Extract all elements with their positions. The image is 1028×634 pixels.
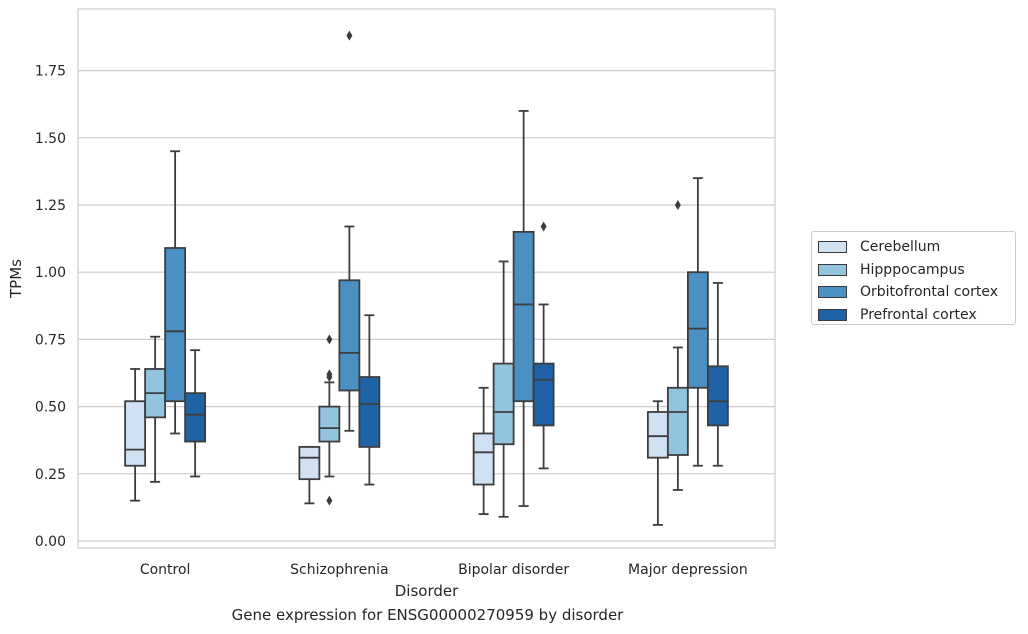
outlier-point <box>540 221 547 232</box>
x-tick-label: Major depression <box>628 562 748 578</box>
outlier-point <box>346 30 353 41</box>
box-body <box>532 362 555 427</box>
y-tick-label: 0.50 <box>35 400 66 416</box>
box-prefrontal-cortex <box>184 349 207 478</box>
legend-label-cerebellum: Cerebellum <box>860 239 941 256</box>
legend-item-cerebellum: Cerebellum <box>818 236 1015 259</box>
legend-label-hippocampus: Hipppocampus <box>860 261 965 278</box>
outlier-point <box>326 495 333 506</box>
y-axis-label: TPMs <box>7 259 25 299</box>
box-body <box>666 386 689 456</box>
outlier-point <box>326 372 333 383</box>
chart-caption: Gene expression for ENSG00000270959 by d… <box>231 606 624 624</box>
legend-swatch-cerebellum <box>818 241 847 254</box>
outlier-point <box>674 200 681 210</box>
box-body <box>492 362 515 446</box>
box-body <box>124 400 147 467</box>
box-cerebellum <box>298 446 321 505</box>
box-orbitofrontal-cortex <box>686 177 709 467</box>
box-hipppocampus <box>666 200 689 491</box>
boxes <box>124 30 729 526</box>
box-cerebellum <box>646 400 669 526</box>
plot-frame <box>77 8 776 549</box>
legend-swatch-hippocampus <box>818 263 847 276</box>
legend-swatch-orbitofrontal <box>818 286 847 299</box>
legend-item-prefrontal: Prefrontal cortex <box>818 304 1015 327</box>
box-hipppocampus <box>144 335 167 483</box>
box-body <box>318 405 341 443</box>
box-orbitofrontal-cortex <box>512 110 535 507</box>
box-prefrontal-cortex <box>358 314 381 486</box>
box-cerebellum <box>124 368 147 502</box>
box-cerebellum <box>472 386 495 516</box>
y-tick-label: 1.75 <box>35 64 66 80</box>
legend-label-prefrontal: Prefrontal cortex <box>860 306 977 323</box>
box-hipppocampus <box>318 334 341 506</box>
outlier-point <box>326 334 333 345</box>
box-prefrontal-cortex <box>706 282 729 467</box>
box-body <box>298 446 321 481</box>
box-body <box>646 411 669 459</box>
box-body <box>184 392 207 443</box>
box-body <box>686 271 709 389</box>
box-orbitofrontal-cortex <box>338 30 361 432</box>
box-body <box>706 365 729 427</box>
x-tick-labels: Control Schizophrenia Bipolar disorder Majo… <box>140 562 748 578</box>
box-body <box>472 432 495 486</box>
y-tick-label: 1.25 <box>35 198 66 214</box>
y-tick-label: 1.50 <box>35 131 66 147</box>
box-hipppocampus <box>492 260 515 518</box>
legend-swatch-prefrontal <box>818 308 847 321</box>
box-prefrontal-cortex <box>532 221 555 470</box>
y-tick-label: 0.75 <box>35 332 66 348</box>
legend-item-hippocampus: Hipppocampus <box>818 259 1015 282</box>
y-tick-label: 0.00 <box>35 534 66 550</box>
box-body <box>164 247 187 403</box>
y-tick-labels: 0.00 0.25 0.50 0.75 1.00 1.25 1.50 1.75 <box>35 64 66 550</box>
box-body <box>338 279 361 392</box>
legend: Cerebellum Hipppocampus Orbitofrontal co… <box>811 231 1016 325</box>
x-tick-label: Schizophrenia <box>290 562 388 578</box>
x-tick-label: Control <box>140 562 191 578</box>
x-axis-label: Disorder <box>395 582 459 600</box>
box-body <box>512 230 535 403</box>
x-tick-label: Bipolar disorder <box>458 562 569 578</box>
box-body <box>358 376 381 448</box>
box-orbitofrontal-cortex <box>164 150 187 435</box>
y-tick-label: 1.00 <box>35 265 66 281</box>
legend-item-orbitofrontal: Orbitofrontal cortex <box>818 281 1015 304</box>
legend-label-orbitofrontal: Orbitofrontal cortex <box>860 284 998 301</box>
y-tick-label: 0.25 <box>35 467 66 483</box>
